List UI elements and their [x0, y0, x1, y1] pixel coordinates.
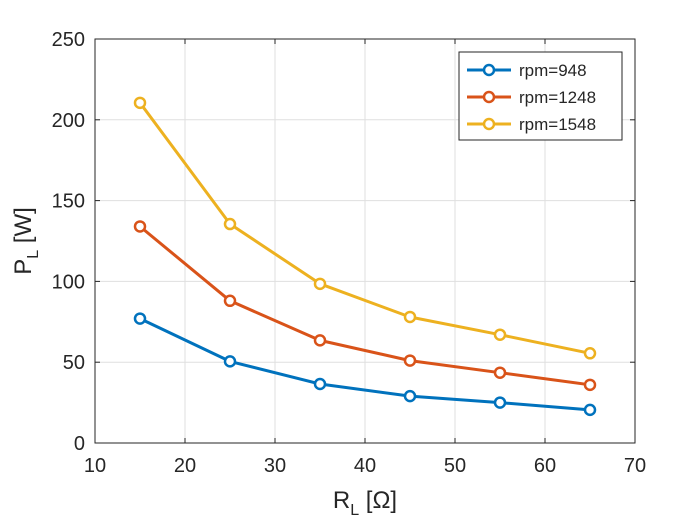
y-axis-title: PL [W]: [10, 207, 42, 275]
y-tick-label: 0: [74, 433, 85, 455]
legend-marker: [482, 63, 496, 77]
series-line: [139, 225, 591, 387]
y-tick-label: 250: [52, 29, 85, 51]
legend-item: rpm=1548: [467, 115, 596, 134]
x-tick-label: 40: [354, 455, 376, 477]
data-point: [493, 328, 507, 341]
series-line: [138, 101, 591, 355]
data-point: [403, 354, 417, 367]
legend-marker: [482, 90, 496, 104]
data-point: [403, 310, 417, 324]
y-tick-label: 100: [52, 271, 85, 293]
data-point: [313, 334, 327, 347]
series-2: [133, 220, 597, 392]
y-tick-label: 200: [52, 110, 85, 132]
legend-marker: [482, 117, 496, 131]
data-point: [133, 96, 147, 110]
data-point: [313, 277, 327, 291]
data-point: [313, 377, 327, 391]
legend-label: rpm=1248: [519, 88, 596, 107]
x-axis-title: RL [Ω]: [333, 487, 397, 519]
data-point: [223, 294, 237, 308]
series-layer: [133, 96, 597, 417]
data-point: [583, 378, 597, 392]
series-3: [133, 96, 597, 360]
x-tick-label: 70: [624, 455, 646, 477]
x-tick-label: 30: [264, 455, 286, 477]
ticks: [94, 38, 636, 444]
legend: rpm=948 rpm=1248 rpm=1548: [458, 51, 623, 141]
data-point: [493, 366, 507, 379]
grid: [95, 39, 635, 443]
x-tick-label: 60: [534, 455, 556, 477]
data-point: [223, 217, 237, 231]
data-point: [493, 396, 507, 409]
legend-item: rpm=948: [467, 61, 587, 80]
legend-label: rpm=1548: [519, 115, 596, 134]
data-point: [403, 389, 417, 403]
tick-labels: 10 20 30 40 50 60 70 0 50 100 150 200 250: [52, 29, 647, 477]
data-point: [133, 312, 147, 325]
data-point: [583, 347, 597, 360]
data-point: [133, 220, 147, 233]
data-point: [223, 355, 237, 368]
series-1: [133, 312, 597, 417]
legend-item: rpm=1248: [467, 88, 596, 107]
x-tick-label: 50: [444, 455, 466, 477]
y-tick-label: 50: [63, 352, 85, 374]
y-tick-label: 150: [52, 191, 85, 213]
data-point: [583, 403, 597, 417]
legend-label: rpm=948: [519, 61, 587, 80]
series-line: [139, 317, 591, 412]
x-tick-label: 10: [84, 455, 106, 477]
x-tick-label: 20: [174, 455, 196, 477]
